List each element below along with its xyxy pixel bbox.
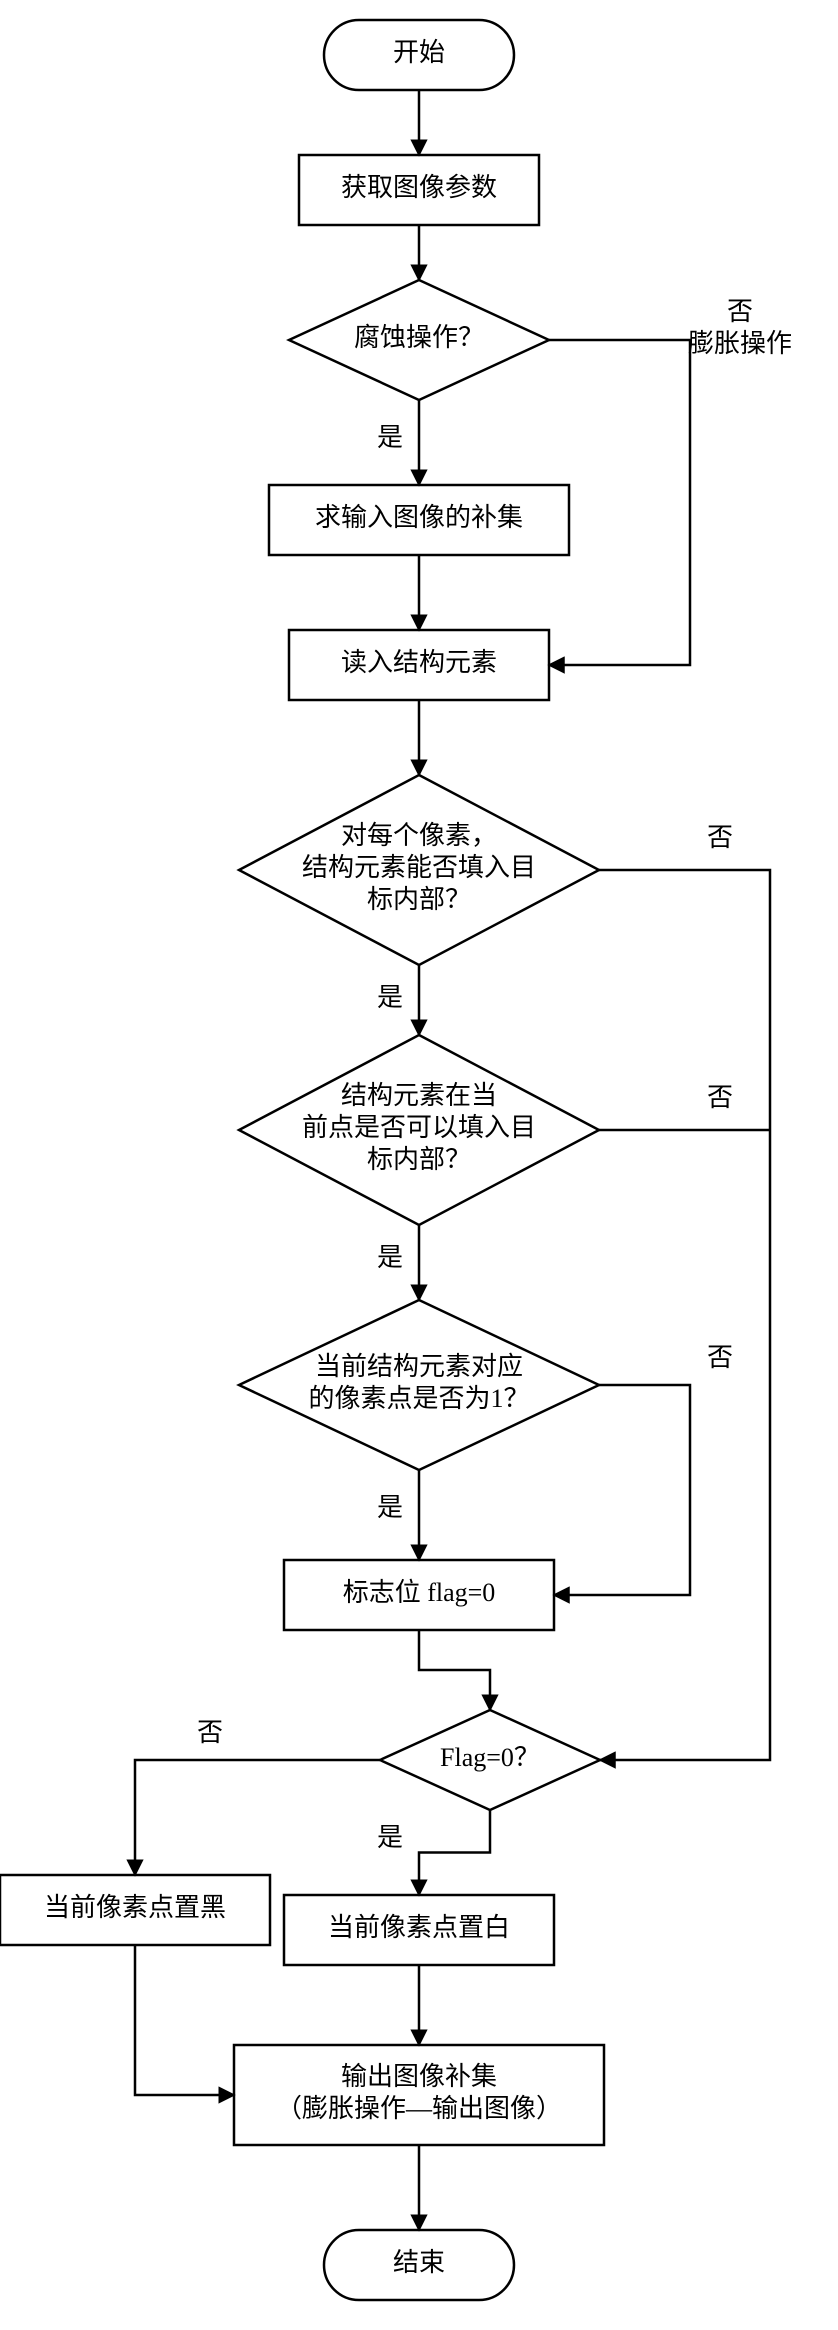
svg-text:当前像素点置黑: 当前像素点置黑 (44, 1893, 226, 1922)
svg-text:是: 是 (377, 423, 403, 452)
svg-text:否: 否 (707, 1083, 733, 1112)
svg-text:结束: 结束 (393, 2248, 445, 2277)
edge (135, 1760, 380, 1875)
edge (554, 1385, 690, 1595)
svg-text:是: 是 (377, 1823, 403, 1852)
svg-text:否: 否 (707, 1343, 733, 1372)
edge (135, 1945, 234, 2095)
svg-text:腐蚀操作？: 腐蚀操作？ (354, 323, 484, 352)
svg-text:读入结构元素: 读入结构元素 (341, 648, 497, 677)
svg-text:当前像素点置白: 当前像素点置白 (328, 1913, 510, 1942)
svg-text:Flag=0？: Flag=0？ (440, 1743, 540, 1772)
edge (419, 1630, 490, 1710)
svg-text:是: 是 (377, 1493, 403, 1522)
svg-text:是: 是 (377, 1243, 403, 1272)
svg-text:否膨胀操作: 否膨胀操作 (688, 297, 792, 358)
flowchart-canvas: 开始获取图像参数腐蚀操作？求输入图像的补集读入结构元素对每个像素，结构元素能否填… (0, 0, 838, 2330)
edge (419, 1810, 490, 1895)
svg-text:否: 否 (197, 1718, 223, 1747)
svg-text:开始: 开始 (393, 38, 445, 67)
svg-text:求输入图像的补集: 求输入图像的补集 (315, 503, 523, 532)
svg-text:否: 否 (707, 823, 733, 852)
edge (599, 870, 770, 1760)
svg-text:获取图像参数: 获取图像参数 (341, 173, 497, 202)
svg-text:是: 是 (377, 983, 403, 1012)
svg-text:标志位 flag=0: 标志位 flag=0 (343, 1578, 496, 1607)
